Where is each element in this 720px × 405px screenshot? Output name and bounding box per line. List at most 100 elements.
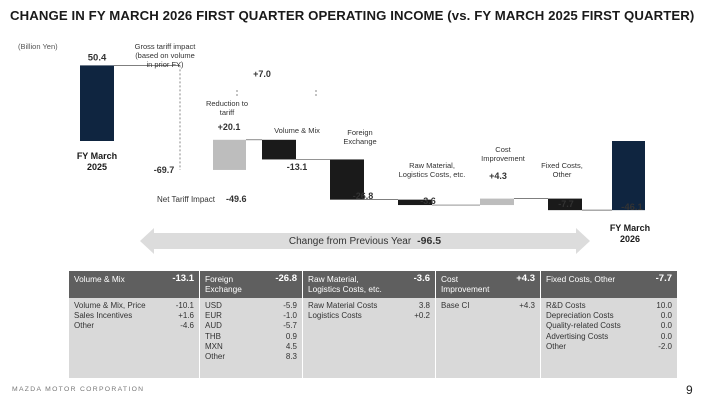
step-label-3: Raw Material, Logistics Costs, etc. <box>399 161 466 179</box>
table-column-body: Volume & Mix, Price -10.1 Sales Incentives… <box>69 298 199 378</box>
table-row: USD -5.9 <box>205 301 297 311</box>
row-label: Sales Incentives <box>74 311 133 321</box>
row-label: Other <box>205 352 226 362</box>
row-label: Other <box>546 341 567 351</box>
column-total: -13.1 <box>172 273 194 284</box>
company-footer: MAZDA MOTOR CORPORATION <box>12 386 145 393</box>
gross-tariff-label: Gross tariff impact (based on volume in pr… <box>135 42 197 69</box>
gross-tariff-value: +7.0 <box>253 69 271 79</box>
row-label: R&D Costs <box>546 301 586 310</box>
step-label-5: Fixed Costs, Other <box>541 161 583 179</box>
table-row: THB 0.9 <box>205 332 297 342</box>
start-value: 50.4 <box>88 52 107 63</box>
row-value: -1.0 <box>283 311 297 321</box>
change-value: -96.5 <box>417 235 442 247</box>
row-value: 0.0 <box>660 321 672 331</box>
table-column: Volume & Mix -13.1 Volume & Mix, Price -10.… <box>69 271 200 378</box>
table-row: Raw Material Costs 3.8 <box>308 301 430 311</box>
row-value: 8.3 <box>285 352 297 362</box>
table-row: R&D Costs 10.0 <box>546 301 672 311</box>
row-value: 3.8 <box>418 301 430 310</box>
table-row: Advertising Costs 0.0 <box>546 332 672 342</box>
end-label: FY March 2026 <box>610 223 650 244</box>
table-row: AUD -5.7 <box>205 321 297 331</box>
step-label-1: Volume & Mix <box>274 126 320 135</box>
waterfall-chart: (Billion Yen) 50.4 FY March 2025 Gross tarif… <box>18 42 650 244</box>
breakdown-table: Volume & Mix -13.1 Volume & Mix, Price -10.… <box>69 271 678 378</box>
table-column: Cost Improvement +4.3 Base CI +4.3 <box>436 271 541 378</box>
table-row: Other -2.0 <box>546 342 672 352</box>
row-value: +1.6 <box>178 311 194 321</box>
change-arrow: Change from Previous Year -96.5 <box>140 228 590 254</box>
row-value: 0.0 <box>660 331 672 341</box>
page-title: CHANGE IN FY MARCH 2026 FIRST QUARTER OP… <box>10 8 695 23</box>
row-label: Advertising Costs <box>546 331 609 341</box>
start-label: FY March 2025 <box>77 151 117 172</box>
row-label: Other <box>74 321 95 331</box>
table-column-body: R&D Costs 10.0 Depreciation Costs 0.0 Qualit… <box>541 298 677 378</box>
unit-label: (Billion Yen) <box>18 42 58 51</box>
table-column: Raw Material, Logistics Costs, etc. -3.6 Ra… <box>303 271 436 378</box>
row-label: Volume & Mix, Price <box>74 301 146 310</box>
table-row: Base CI +4.3 <box>441 301 535 311</box>
row-value: +0.2 <box>414 311 430 321</box>
row-label: MXN <box>205 341 223 351</box>
change-label: Change from Previous Year -96.5 <box>140 235 590 247</box>
table-column-body: USD -5.9 EUR -1.0 AUD -5.7 THB 0.9 MXN 4.5 Other 8.… <box>200 298 302 378</box>
start-bar <box>80 65 114 141</box>
row-label: Logistics Costs <box>308 311 362 321</box>
table-row: Logistics Costs +0.2 <box>308 311 430 321</box>
row-value: -2.0 <box>658 341 672 351</box>
step-bar-2 <box>330 159 364 200</box>
table-column: Foreign Exchange -26.8 USD -5.9 EUR -1.0 AUD -5.… <box>200 271 303 378</box>
step-value-3: -3.6 <box>420 196 436 206</box>
row-label: USD <box>205 301 222 310</box>
table-row: Quality-related Costs 0.0 <box>546 321 672 331</box>
table-column-header: Raw Material, Logistics Costs, etc. -3.6 <box>303 271 435 298</box>
table-row: MXN 4.5 <box>205 342 297 352</box>
row-label: Raw Material Costs <box>308 301 378 310</box>
table-row: Depreciation Costs 0.0 <box>546 311 672 321</box>
column-title: Fixed Costs, Other <box>546 274 616 284</box>
column-title: Raw Material, Logistics Costs, etc. <box>308 274 382 294</box>
step-bar-5 <box>548 198 582 211</box>
table-column-header: Cost Improvement +4.3 <box>436 271 540 298</box>
column-title: Cost Improvement <box>441 274 490 294</box>
step-label-4: Cost Improvement <box>481 145 526 163</box>
row-label: THB <box>205 331 221 341</box>
row-label: AUD <box>205 321 222 331</box>
row-label: Quality-related Costs <box>546 321 621 331</box>
table-column: Fixed Costs, Other -7.7 R&D Costs 10.0 Depre… <box>541 271 678 378</box>
net-tariff-label: Net Tariff Impact <box>157 195 216 204</box>
row-label: Depreciation Costs <box>546 311 614 321</box>
end-value: -46.1 <box>621 202 643 213</box>
table-row: EUR -1.0 <box>205 311 297 321</box>
row-value: -4.6 <box>180 321 194 331</box>
page-number: 9 <box>686 383 693 397</box>
column-total: -7.7 <box>655 273 672 284</box>
column-title: Volume & Mix <box>74 274 125 284</box>
step-bar-1 <box>262 139 296 160</box>
step-bar-4 <box>480 198 514 206</box>
row-label: Base CI <box>441 301 470 310</box>
end-bar <box>612 141 645 211</box>
step-value-1: -13.1 <box>287 162 308 172</box>
table-column-header: Fixed Costs, Other -7.7 <box>541 271 677 298</box>
table-row: Volume & Mix, Price -10.1 <box>74 301 194 311</box>
net-tariff-increase: -69.7 <box>154 165 175 175</box>
column-title: Foreign Exchange <box>205 274 242 294</box>
table-column-header: Volume & Mix -13.1 <box>69 271 199 298</box>
row-value: 4.5 <box>285 341 297 351</box>
step-bar-3 <box>398 199 432 206</box>
reduction-tariff-label: Reduction to tariff <box>206 99 248 117</box>
table-column-body: Base CI +4.3 <box>436 298 540 378</box>
step-label-2: Foreign Exchange <box>343 128 376 146</box>
table-column-header: Foreign Exchange -26.8 <box>200 271 302 298</box>
row-value: -5.7 <box>283 321 297 331</box>
row-value: 0.0 <box>660 311 672 321</box>
reduction-tariff-value: +20.1 <box>218 122 241 132</box>
step-value-5: -7.7 <box>558 199 574 209</box>
row-value: -5.9 <box>283 301 297 310</box>
row-value: 10.0 <box>656 301 672 310</box>
step-value-2: -26.8 <box>353 191 374 201</box>
